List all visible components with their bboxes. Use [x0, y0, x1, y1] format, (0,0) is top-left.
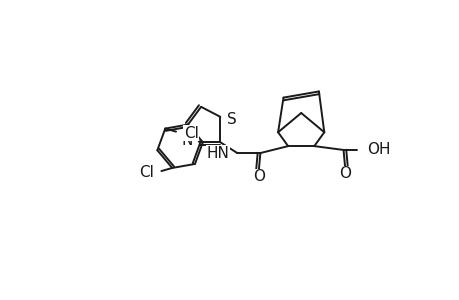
- Text: O: O: [338, 166, 350, 181]
- Text: OH: OH: [366, 142, 389, 158]
- Text: Cl: Cl: [183, 126, 198, 141]
- Text: N: N: [181, 133, 192, 148]
- Text: O: O: [252, 169, 264, 184]
- Text: Cl: Cl: [139, 165, 153, 180]
- Text: HN: HN: [206, 146, 229, 160]
- Text: S: S: [227, 112, 236, 127]
